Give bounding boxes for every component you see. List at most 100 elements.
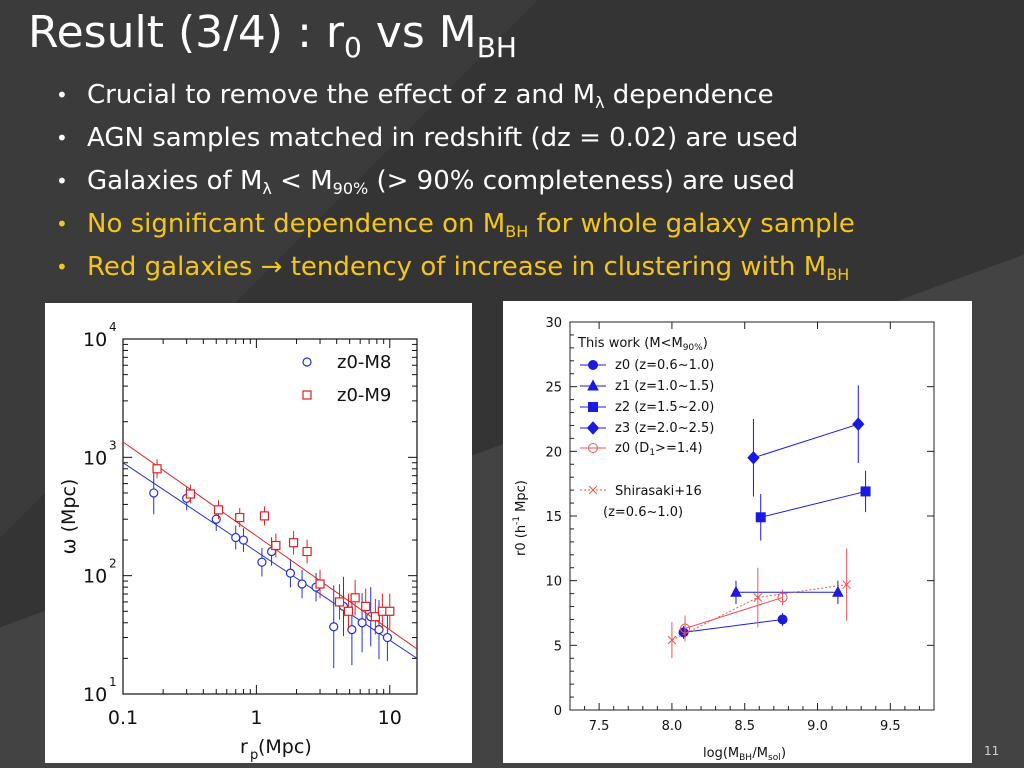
data-point xyxy=(730,585,742,597)
data-point-z0-M8 xyxy=(329,622,339,632)
bullet-item: Galaxies of Mλ < M90% (> 90% completenes… xyxy=(56,162,855,205)
plot-frame xyxy=(122,338,418,695)
legend-marker xyxy=(588,443,598,453)
y-tick-label: 0 xyxy=(554,704,562,719)
data-point-z0-M9 xyxy=(213,505,224,515)
data-point-z0-M9 xyxy=(385,606,395,616)
data-point-z0-M8 xyxy=(149,488,159,498)
legend-label-part: z1 (z=1.0~1.5) xyxy=(615,379,714,394)
legend-label: z1 (z=1.0~1.5) xyxy=(615,379,714,394)
data-point-z0-M9 xyxy=(370,612,380,622)
data-point-z0-M8 xyxy=(238,535,249,545)
legend-label: Shirasaki+16 xyxy=(615,484,702,499)
legend-label: (z=0.6~1.0) xyxy=(603,505,683,520)
y-tick-label: 15 xyxy=(545,510,562,525)
x-stroke xyxy=(588,485,598,495)
slide-title: Result (3/4) : r0 vs MBH xyxy=(28,7,517,64)
correlation-function-chart: 0.1 1 10 10 1 10 2 10 3 10 4 r p (Mpc) ω (Mpc) z0-M8 z0… xyxy=(45,303,472,763)
fit-line-z0-M9 xyxy=(123,441,417,650)
legend-label-part: z2 (z=1.5~2.0) xyxy=(615,400,714,415)
x-axis-label-part: ) xyxy=(781,746,786,761)
data-point-z0-M8 xyxy=(347,625,357,635)
legend-marker xyxy=(586,421,600,435)
data-point xyxy=(852,417,865,431)
y-tick-label: 10 xyxy=(83,447,107,469)
series-line xyxy=(683,618,783,633)
data-point-z0-M9 xyxy=(288,538,299,548)
y-tick-exponent: 2 xyxy=(109,557,117,571)
x-axis-label: log(MBH /Msol ) xyxy=(703,746,786,763)
y-tick-label: 30 xyxy=(545,316,562,331)
y-axis-label-part: r0 (h xyxy=(514,525,529,556)
legend-marker xyxy=(588,485,598,495)
plot-area xyxy=(123,441,417,669)
page-number: 11 xyxy=(984,744,1000,758)
data-point xyxy=(777,614,788,625)
x-stroke xyxy=(842,580,851,589)
y-tick-exponent: 1 xyxy=(109,675,117,689)
legend-label-part: z3 (z=2.0~2.5) xyxy=(615,421,714,436)
r0-vs-mbh-chart: 7.5 8.0 8.5 9.0 9.5 0 5 10 15 20 25 30 log(MBH /Msol… xyxy=(503,301,972,763)
y-tick-label: 10 xyxy=(83,329,107,351)
x-tick-label: 10 xyxy=(378,707,402,729)
data-point xyxy=(753,593,763,602)
legend-title: This work (M<M90%) xyxy=(577,336,708,353)
x-stroke xyxy=(753,593,763,602)
x-axis-label-part: BH xyxy=(739,753,752,763)
data-point-z0-M9 xyxy=(185,489,195,499)
y-axis-label: r0 (h-1 Mpc) xyxy=(512,480,529,556)
legend-label: z3 (z=2.0~2.5) xyxy=(615,421,714,436)
x-axis-label-part: /M xyxy=(752,746,768,761)
legend-marker xyxy=(302,390,312,400)
data-point-z0-M8 xyxy=(382,632,393,643)
legend-title-part: This work (M<M xyxy=(577,336,683,351)
legend-label: z2 (z=1.5~2.0) xyxy=(615,400,714,415)
legend-label-sub: 1 xyxy=(649,448,655,458)
data-point-z0-M9 xyxy=(259,511,270,521)
legend-label: z0-M8 xyxy=(337,352,391,373)
y-axis-label: ω (Mpc) xyxy=(58,479,80,555)
data-point xyxy=(832,585,844,597)
data-point-z0-M8 xyxy=(297,579,307,589)
legend-marker xyxy=(588,360,598,370)
legend-label: z0-M9 xyxy=(337,385,391,406)
data-point xyxy=(842,580,851,589)
y-tick-label: 10 xyxy=(83,566,107,588)
series-line xyxy=(671,584,847,641)
data-point-z0-M8 xyxy=(211,514,221,524)
y-tick-label: 5 xyxy=(554,639,562,654)
data-point-z0-M8 xyxy=(285,568,296,578)
x-tick-label: 7.5 xyxy=(589,719,610,734)
data-point xyxy=(747,451,760,465)
y-tick-label: 20 xyxy=(545,445,562,460)
bullet-item: Crucial to remove the effect of z and Mλ… xyxy=(56,76,855,119)
legend-label: z0 (z=0.6~1.0) xyxy=(615,358,714,373)
data-point-z0-M9 xyxy=(315,579,325,589)
series-line xyxy=(760,490,866,518)
fit-line-z0-M8 xyxy=(123,462,417,659)
x-tick-label: 9.5 xyxy=(880,719,901,734)
x-axis-label-part: sol xyxy=(768,753,781,763)
legend-title-sub: 90% xyxy=(683,343,703,353)
legend-marker xyxy=(302,357,312,367)
x-tick-label: 0.1 xyxy=(108,707,138,729)
data-point-z0-M9 xyxy=(271,540,281,551)
data-point-z0-M8 xyxy=(257,557,267,567)
bullet-item-highlight: No significant dependence on MBH for who… xyxy=(56,205,855,248)
data-point-z0-M9 xyxy=(152,464,162,474)
legend-marker xyxy=(588,402,598,412)
y-axis-label-part: Mpc) xyxy=(514,480,529,516)
y-tick-exponent: 4 xyxy=(109,320,117,334)
y-tick-label: 10 xyxy=(83,684,107,706)
x-axis-label-sub: p xyxy=(250,748,258,763)
y-tick-exponent: 3 xyxy=(109,438,117,452)
legend-label-part: z0 (D xyxy=(615,441,649,456)
data-point-z0-M9 xyxy=(334,597,345,607)
data-point-z0-M9 xyxy=(235,512,245,523)
data-point-z0-M8 xyxy=(374,625,384,635)
data-point xyxy=(667,635,677,645)
x-axis-label-part: log(M xyxy=(703,746,739,761)
data-point xyxy=(777,592,788,603)
data-point-z0-M9 xyxy=(361,601,371,611)
